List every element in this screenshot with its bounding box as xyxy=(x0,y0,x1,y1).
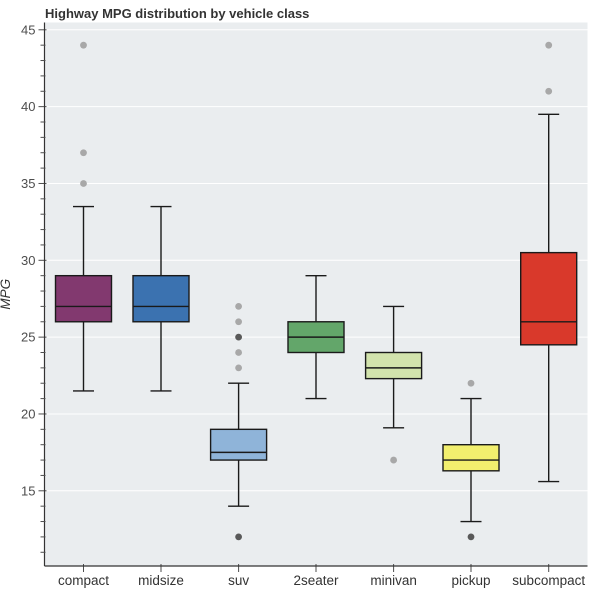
svg-text:subcompact: subcompact xyxy=(512,573,585,588)
svg-text:45: 45 xyxy=(21,22,35,37)
svg-text:MPG: MPG xyxy=(0,279,13,310)
svg-text:suv: suv xyxy=(228,573,249,588)
svg-text:compact: compact xyxy=(58,573,109,588)
svg-text:20: 20 xyxy=(21,406,35,421)
svg-text:midsize: midsize xyxy=(138,573,184,588)
svg-text:15: 15 xyxy=(21,483,35,498)
svg-text:25: 25 xyxy=(21,330,35,345)
svg-text:40: 40 xyxy=(21,99,35,114)
svg-text:35: 35 xyxy=(21,176,35,191)
svg-text:2seater: 2seater xyxy=(293,573,339,588)
svg-text:pickup: pickup xyxy=(451,573,490,588)
svg-text:30: 30 xyxy=(21,253,35,268)
svg-text:minivan: minivan xyxy=(370,573,417,588)
